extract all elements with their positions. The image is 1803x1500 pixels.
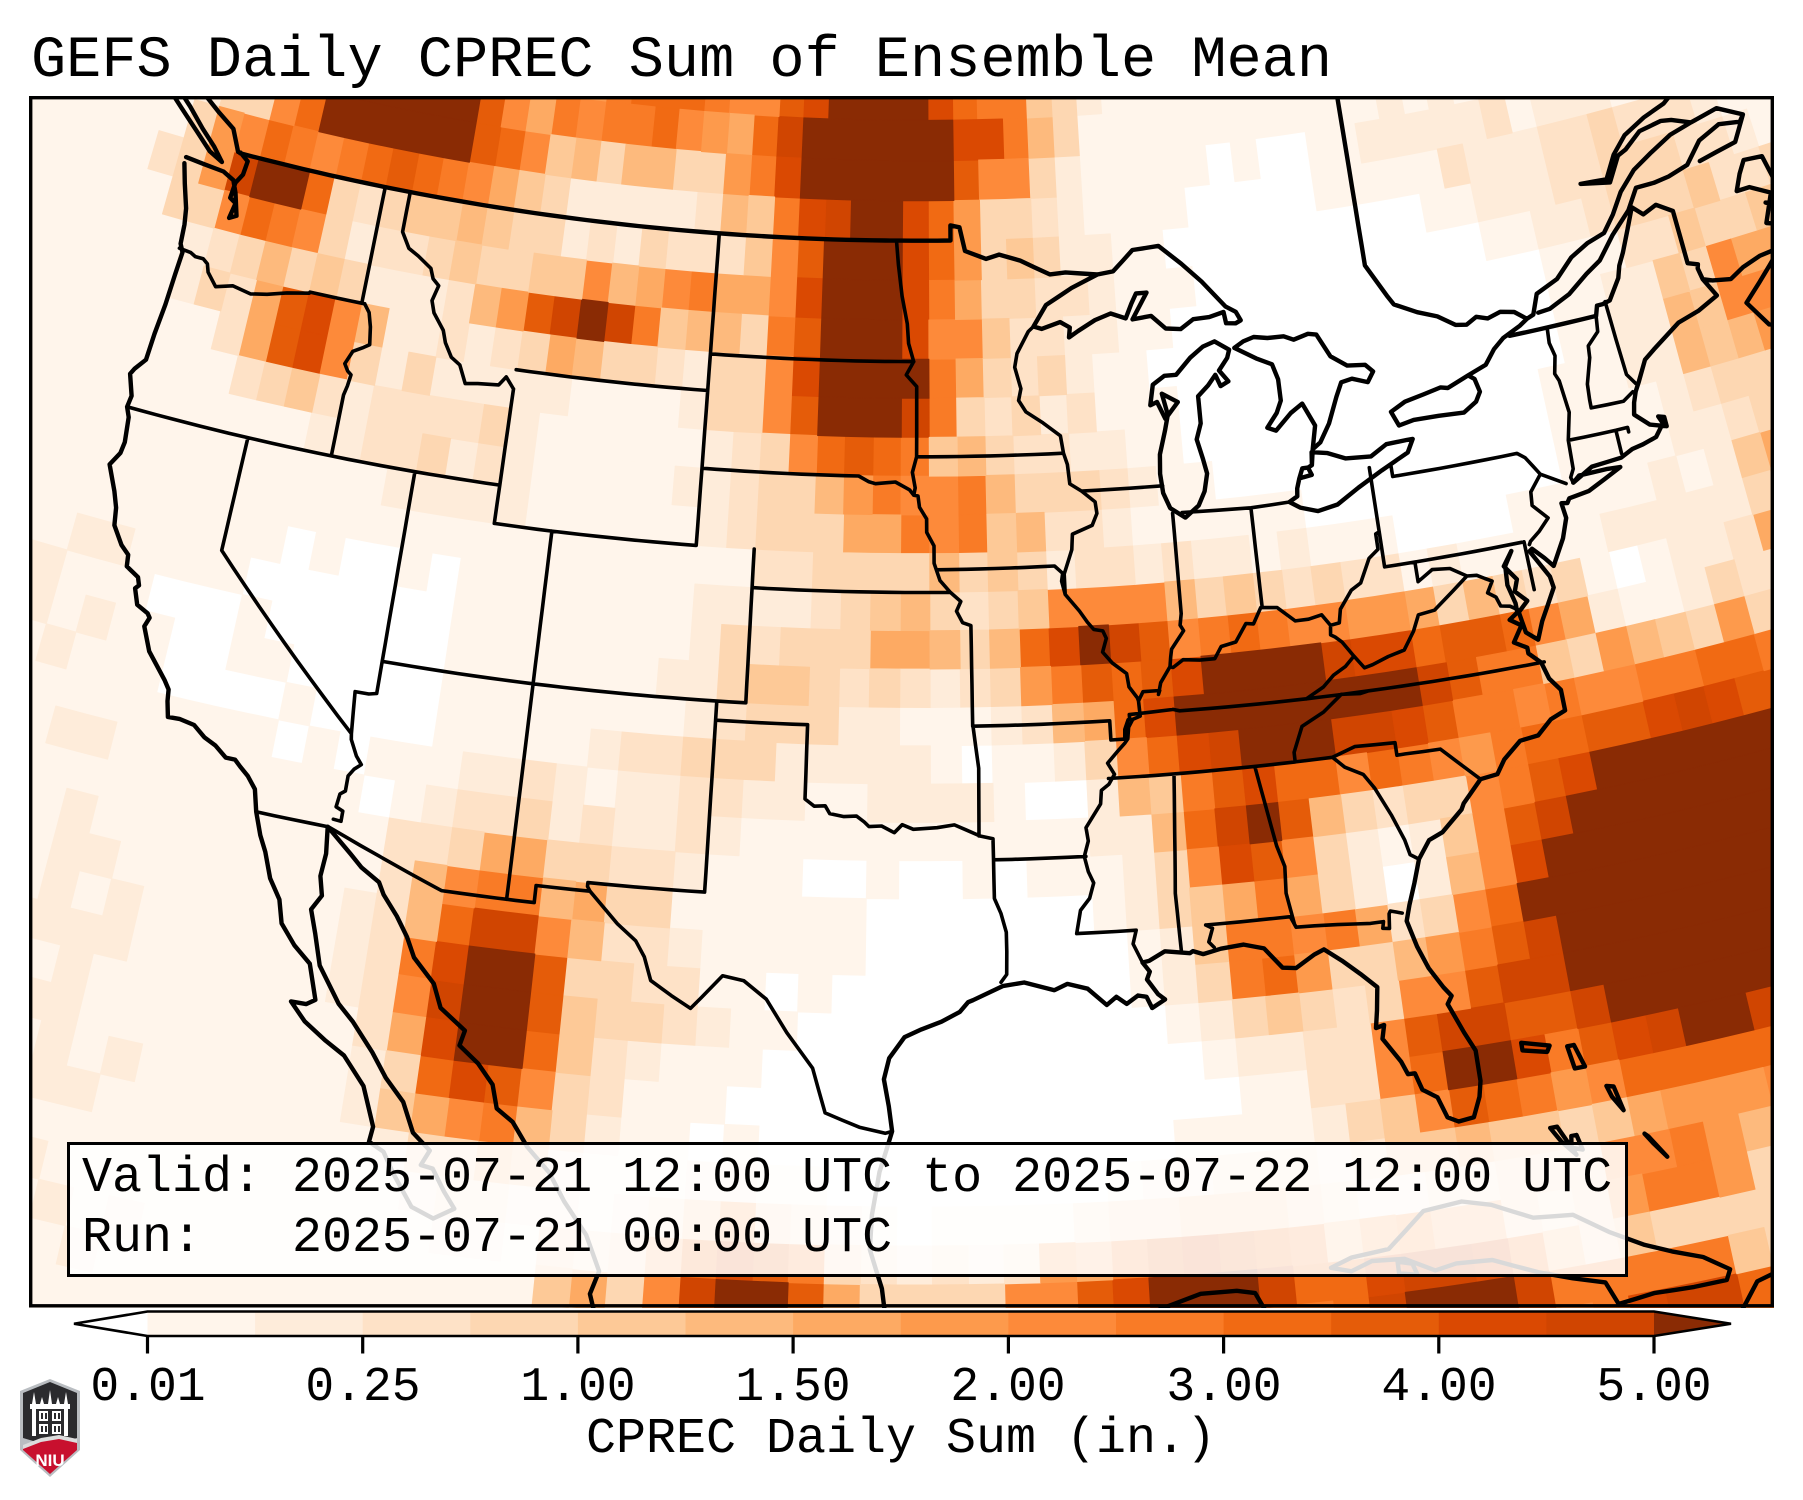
svg-text:NIU: NIU <box>35 1451 64 1470</box>
